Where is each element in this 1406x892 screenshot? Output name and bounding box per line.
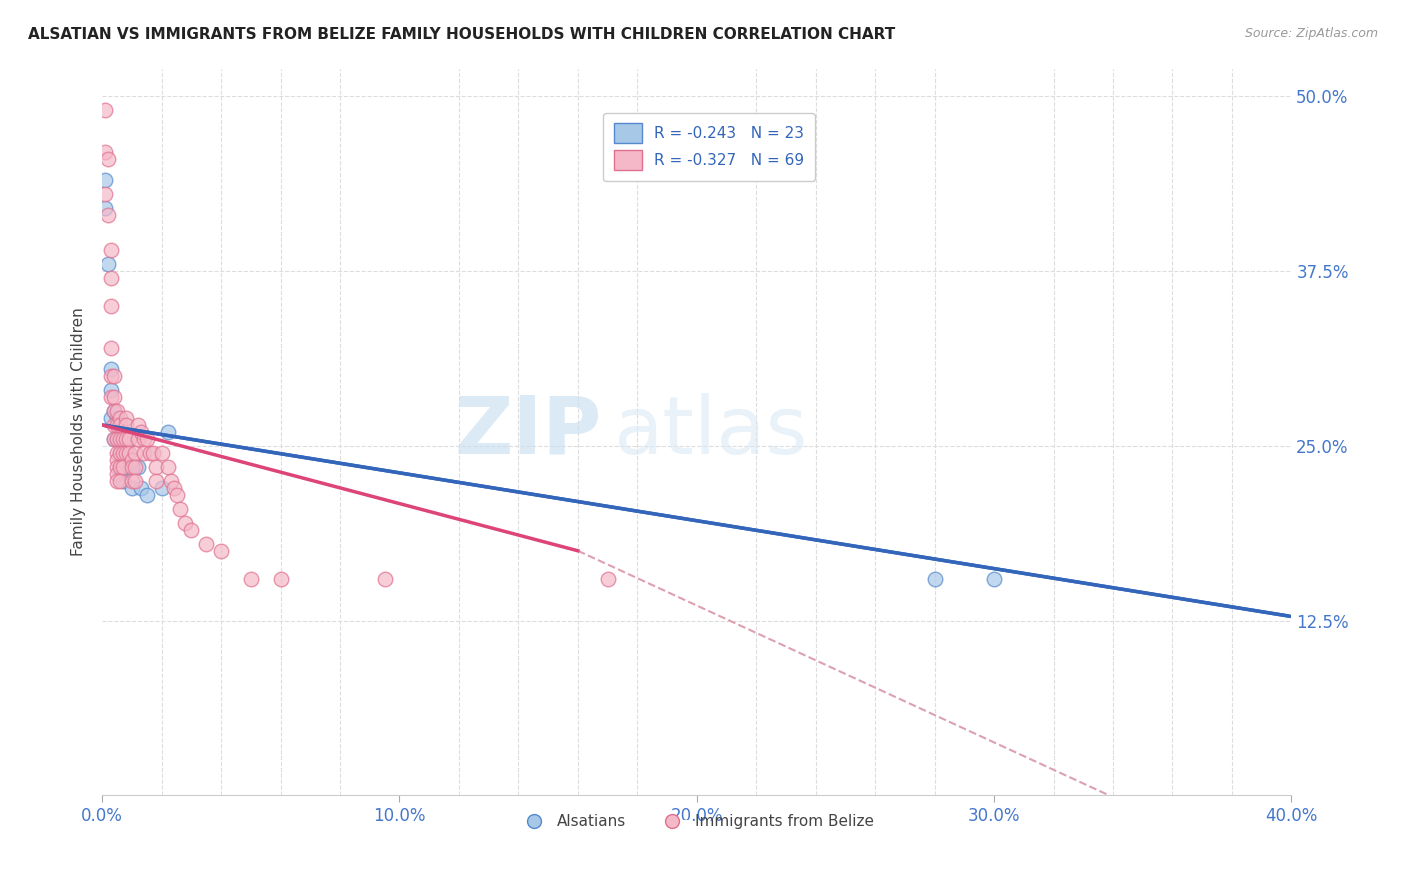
Point xyxy=(94,145,117,160)
Point xyxy=(105,411,128,425)
Point xyxy=(150,446,173,460)
Point xyxy=(129,481,152,495)
Point xyxy=(105,432,128,446)
Point xyxy=(103,369,125,384)
Text: ALSATIAN VS IMMIGRANTS FROM BELIZE FAMILY HOUSEHOLDS WITH CHILDREN CORRELATION C: ALSATIAN VS IMMIGRANTS FROM BELIZE FAMIL… xyxy=(28,27,896,42)
Point xyxy=(132,432,155,446)
Point xyxy=(180,523,202,537)
Point xyxy=(132,446,155,460)
Point xyxy=(111,474,134,488)
Point xyxy=(121,481,143,495)
Point xyxy=(162,481,184,495)
Point xyxy=(100,383,122,397)
Point xyxy=(127,432,149,446)
Point xyxy=(105,467,128,481)
Point xyxy=(121,474,143,488)
Point xyxy=(139,446,162,460)
Point xyxy=(115,446,138,460)
Point xyxy=(195,537,218,551)
Point xyxy=(374,572,396,586)
Point xyxy=(103,417,125,432)
Point xyxy=(115,417,138,432)
Point xyxy=(97,208,120,222)
Point xyxy=(169,501,191,516)
Point xyxy=(94,173,117,187)
Point xyxy=(166,488,188,502)
Point xyxy=(108,411,131,425)
Point xyxy=(174,516,197,530)
Point xyxy=(121,453,143,467)
Point xyxy=(103,432,125,446)
Point xyxy=(105,432,128,446)
Point xyxy=(156,459,179,474)
Text: Source: ZipAtlas.com: Source: ZipAtlas.com xyxy=(1244,27,1378,40)
Point xyxy=(127,459,149,474)
Point xyxy=(94,103,117,118)
Point xyxy=(94,187,117,202)
Point xyxy=(103,390,125,404)
Point xyxy=(105,417,128,432)
Point xyxy=(100,271,122,285)
Point xyxy=(100,244,122,258)
Text: ZIP: ZIP xyxy=(454,393,602,471)
Point xyxy=(596,572,619,586)
Point xyxy=(108,459,131,474)
Point xyxy=(124,474,146,488)
Point xyxy=(108,417,131,432)
Y-axis label: Family Households with Children: Family Households with Children xyxy=(72,308,86,557)
Point xyxy=(270,572,292,586)
Point xyxy=(115,432,138,446)
Point xyxy=(124,459,146,474)
Point xyxy=(127,417,149,432)
Point xyxy=(105,446,128,460)
Point xyxy=(100,411,122,425)
Point xyxy=(159,474,181,488)
Point xyxy=(135,432,157,446)
Point xyxy=(105,453,128,467)
Point xyxy=(108,432,131,446)
Point xyxy=(103,432,125,446)
Point xyxy=(94,202,117,216)
Point xyxy=(239,572,262,586)
Point xyxy=(108,459,131,474)
Point xyxy=(115,411,138,425)
Point xyxy=(108,446,131,460)
Point xyxy=(145,459,167,474)
Point xyxy=(124,446,146,460)
Point xyxy=(111,432,134,446)
Point xyxy=(150,481,173,495)
Point xyxy=(209,543,232,558)
Text: atlas: atlas xyxy=(613,393,808,471)
Point xyxy=(100,362,122,376)
Point xyxy=(118,446,141,460)
Point xyxy=(111,459,134,474)
Point xyxy=(145,474,167,488)
Legend: Alsatians, Immigrants from Belize: Alsatians, Immigrants from Belize xyxy=(513,808,880,835)
Point xyxy=(100,390,122,404)
Point xyxy=(156,425,179,439)
Point xyxy=(103,404,125,418)
Point xyxy=(97,153,120,167)
Point xyxy=(100,369,122,384)
Point xyxy=(129,425,152,439)
Point xyxy=(983,572,1005,586)
Point xyxy=(118,432,141,446)
Point xyxy=(135,488,157,502)
Point xyxy=(100,299,122,313)
Point xyxy=(108,474,131,488)
Point xyxy=(115,439,138,453)
Point xyxy=(105,474,128,488)
Point xyxy=(105,459,128,474)
Point xyxy=(103,404,125,418)
Point xyxy=(118,459,141,474)
Point xyxy=(121,459,143,474)
Point xyxy=(111,446,134,460)
Point xyxy=(108,446,131,460)
Point xyxy=(924,572,946,586)
Point xyxy=(100,341,122,355)
Point xyxy=(97,257,120,271)
Point xyxy=(105,404,128,418)
Point xyxy=(142,446,165,460)
